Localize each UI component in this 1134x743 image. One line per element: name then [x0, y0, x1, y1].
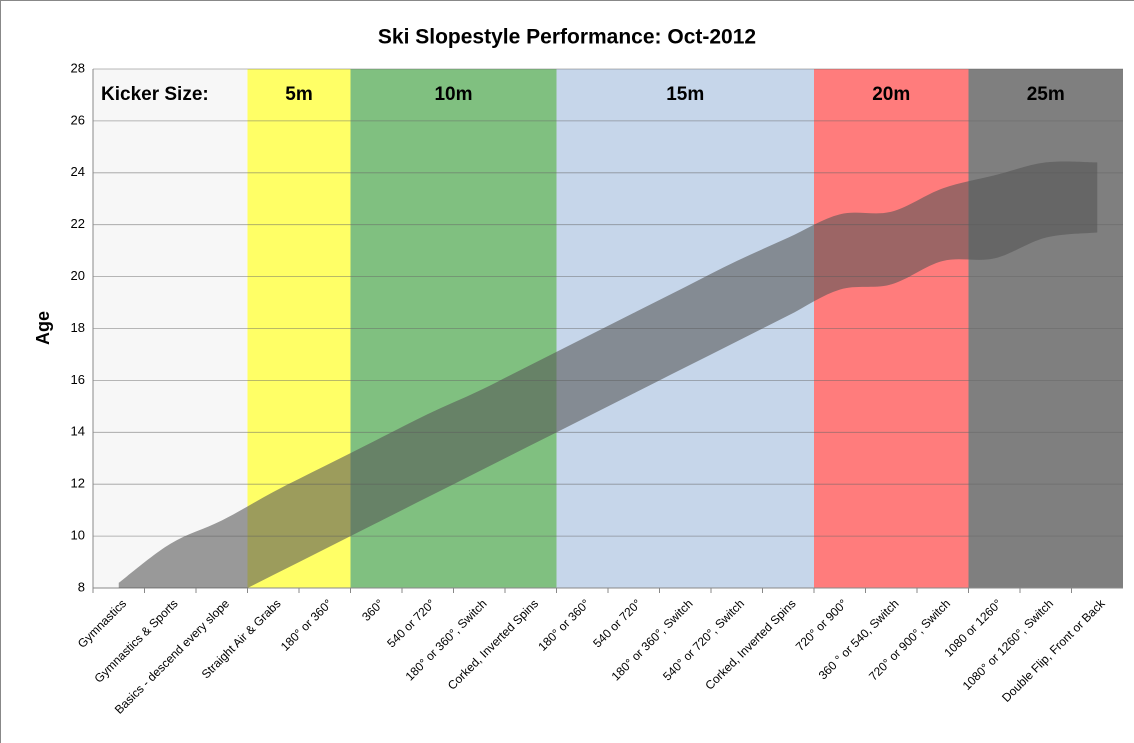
kicker-label: 15m: [666, 84, 704, 105]
y-tick-label: 24: [71, 164, 85, 179]
y-tick-label: 8: [78, 579, 85, 594]
kicker-label: 10m: [434, 84, 472, 105]
kicker-label: 20m: [872, 84, 910, 105]
y-tick-label: 22: [71, 216, 85, 231]
y-tick-label: 28: [71, 60, 85, 75]
kicker-label: 5m: [285, 84, 312, 105]
kicker-label: Kicker Size:: [101, 84, 209, 105]
y-tick-label: 16: [71, 372, 85, 387]
y-tick-label: 14: [71, 424, 85, 439]
y-axis-label: Age: [33, 311, 53, 345]
y-tick-label: 20: [71, 268, 85, 283]
y-tick-label: 26: [71, 112, 85, 127]
age-range-area: [118, 161, 1098, 588]
y-tick-label: 10: [71, 528, 85, 543]
y-tick-label: 18: [71, 320, 85, 335]
kicker-label: 25m: [1027, 84, 1065, 105]
chart-title: Ski Slopestyle Performance: Oct-2012: [378, 26, 756, 49]
y-tick-label: 12: [71, 476, 85, 491]
